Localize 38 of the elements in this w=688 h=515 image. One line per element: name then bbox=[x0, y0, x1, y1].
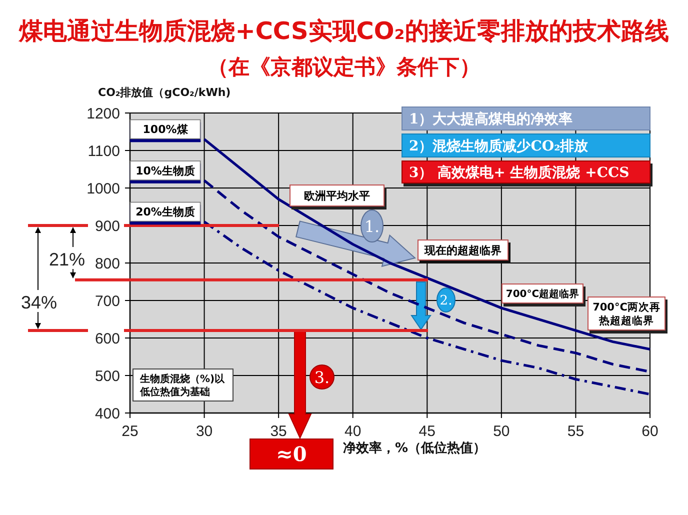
y-axis-title: CO₂排放值（gCO₂/kWh) bbox=[98, 86, 231, 99]
annotation: 2. bbox=[440, 294, 452, 309]
annotation: 1）大大提高煤电的净效率 bbox=[409, 110, 573, 128]
ref-line-label: 现在的超超临界 bbox=[424, 244, 502, 257]
annotation: 2）混烧生物质减少CO₂排放 bbox=[409, 138, 590, 155]
x-tick-label: 30 bbox=[196, 423, 213, 440]
x-axis-title: 净效率，%（低位热值） bbox=[343, 440, 486, 456]
y-tick-label: 900 bbox=[94, 218, 120, 235]
y-tick-label: 600 bbox=[94, 330, 120, 348]
y-tick-label: 1000 bbox=[86, 180, 120, 198]
x-tick-label: 25 bbox=[122, 423, 138, 440]
text: 34% bbox=[20, 292, 58, 312]
series-label: 10%生物质 bbox=[136, 164, 195, 178]
x-tick-label: 40 bbox=[344, 423, 362, 440]
y-tick-label: 1200 bbox=[86, 105, 120, 122]
y-tick-label: 1100 bbox=[88, 142, 120, 160]
y-tick-label: 500 bbox=[94, 368, 120, 385]
y-tick-label: 800 bbox=[94, 255, 120, 272]
y-tick-label: 400 bbox=[94, 405, 120, 422]
x-tick-label: 60 bbox=[642, 423, 658, 440]
x-tick-label: 55 bbox=[567, 423, 584, 440]
x-tick-label: 45 bbox=[418, 423, 436, 440]
series-label: 20%生物质 bbox=[136, 206, 195, 219]
x-tick-label: 35 bbox=[270, 423, 287, 440]
chart-title: 煤电通过生物质混烧+CCS实现CO₂的接近零排放的技术路线 bbox=[18, 17, 669, 45]
text: ≈0 bbox=[276, 442, 307, 466]
y-tick-label: 700 bbox=[94, 292, 120, 310]
annotation: 700°C两次再热超超临界 bbox=[592, 301, 660, 328]
annotation: 生物质混烧（%)以低位热值为基础 bbox=[139, 373, 226, 398]
series-label: 100%煤 bbox=[142, 123, 189, 136]
annotation: 3） 高效煤电+ 生物质混烧 +CCS bbox=[409, 164, 630, 182]
text: 21% bbox=[48, 249, 86, 270]
chart-subtitle: （在《京都议定书》条件下） bbox=[208, 55, 480, 79]
annotation: 1. bbox=[364, 216, 380, 236]
annotation: 欧洲平均水平 bbox=[304, 189, 370, 202]
annotation: 3. bbox=[314, 368, 330, 387]
x-tick-label: 50 bbox=[493, 423, 510, 440]
annotation: 700°C超超临界 bbox=[506, 288, 580, 300]
